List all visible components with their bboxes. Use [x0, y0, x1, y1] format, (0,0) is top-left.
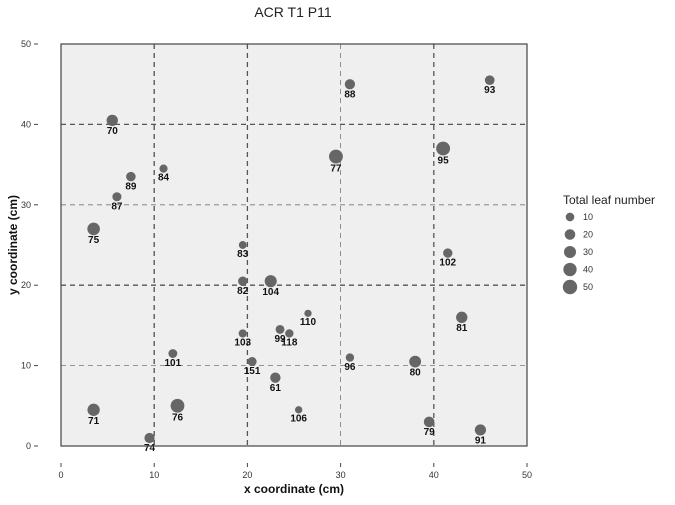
y-tick-label: 50 [21, 39, 31, 49]
data-point-83 [238, 241, 247, 249]
point-label-99: 99 [274, 334, 286, 345]
legend-label-20: 20 [583, 230, 593, 240]
data-point-87 [112, 192, 122, 202]
data-point-77 [329, 149, 343, 164]
data-point-99 [275, 324, 285, 334]
legend-key-10 [565, 212, 575, 222]
point-label-104: 104 [262, 287, 279, 298]
data-point-88 [344, 79, 356, 90]
point-label-103: 103 [234, 338, 251, 349]
data-point-89 [126, 171, 136, 182]
point-label-71: 71 [88, 416, 100, 427]
legend-key-50 [562, 279, 578, 295]
size-legend: Total leaf number 10 20 30 40 50 [562, 193, 655, 295]
legend-label-30: 30 [583, 247, 593, 257]
point-label-83: 83 [237, 249, 249, 260]
point-label-88: 88 [344, 89, 356, 100]
chart-title: ACR T1 P11 [254, 4, 332, 20]
data-point-110 [304, 309, 312, 317]
data-point-104 [264, 275, 277, 288]
data-point-81 [456, 311, 468, 324]
data-point-82 [238, 276, 248, 286]
data-point-75 [87, 222, 100, 236]
point-label-89: 89 [125, 181, 137, 192]
legend-label-10: 10 [583, 212, 593, 222]
data-points [87, 75, 495, 444]
y-tick-label: 30 [21, 200, 31, 210]
data-point-96 [345, 353, 355, 362]
plot-panel [61, 44, 527, 446]
data-point-71 [87, 403, 100, 416]
y-axis-title: y coordinate (cm) [6, 195, 20, 295]
y-tick-label: 10 [21, 361, 31, 371]
point-label-84: 84 [158, 173, 170, 184]
data-point-95 [436, 141, 451, 156]
data-point-70 [106, 114, 118, 127]
point-label-82: 82 [237, 286, 249, 297]
point-label-96: 96 [344, 362, 356, 373]
point-label-76: 76 [172, 413, 184, 424]
y-tick-label: 20 [21, 280, 31, 290]
x-tick-label: 50 [522, 470, 532, 480]
data-point-118 [285, 329, 294, 338]
point-label-110: 110 [300, 317, 317, 328]
x-tick-label: 10 [149, 470, 159, 480]
point-label-87: 87 [111, 201, 123, 212]
point-label-106: 106 [290, 413, 307, 424]
legend-title: Total leaf number [563, 193, 655, 207]
point-label-79: 79 [424, 427, 436, 438]
x-tick-label: 40 [429, 470, 439, 480]
y-tick-label: 40 [21, 119, 31, 129]
data-point-84 [159, 164, 168, 173]
data-point-102 [443, 248, 453, 258]
point-label-93: 93 [484, 85, 496, 96]
data-point-79 [423, 416, 435, 428]
legend-key-20 [564, 229, 576, 240]
grid-lines [61, 44, 527, 446]
legend-key-40 [563, 262, 577, 277]
data-point-103 [238, 329, 247, 338]
x-tick-label: 0 [58, 470, 63, 480]
point-label-118: 118 [281, 338, 298, 349]
x-tick-label: 30 [336, 470, 346, 480]
legend-key-30 [563, 245, 577, 259]
point-label-80: 80 [410, 367, 422, 378]
data-point-61 [270, 372, 281, 383]
data-point-93 [484, 75, 495, 86]
point-label-91: 91 [475, 436, 487, 447]
point-label-101: 101 [164, 358, 181, 369]
plot-border [60, 43, 528, 447]
data-point-76 [170, 398, 185, 413]
point-label-102: 102 [439, 258, 456, 269]
legend-label-50: 50 [583, 282, 593, 292]
data-point-80 [409, 355, 422, 368]
point-label-95: 95 [438, 155, 450, 166]
point-label-74: 74 [144, 443, 156, 454]
point-label-61: 61 [270, 383, 282, 394]
data-point-91 [474, 424, 487, 436]
point-label-81: 81 [456, 323, 468, 334]
axes: 0 10 20 30 40 50 0 10 20 30 40 50 [21, 39, 532, 480]
data-point-101 [168, 349, 178, 358]
data-point-106 [295, 406, 303, 414]
point-label-75: 75 [88, 235, 100, 246]
data-point-151 [247, 357, 257, 367]
point-label-151: 151 [244, 366, 261, 377]
x-axis-title: x coordinate (cm) [244, 482, 344, 496]
point-label-77: 77 [330, 163, 342, 174]
legend-label-40: 40 [583, 265, 593, 275]
data-point-74 [144, 432, 155, 444]
point-label-70: 70 [107, 126, 119, 137]
y-tick-label: 0 [26, 441, 31, 451]
legend-items: 10 20 30 40 50 [562, 212, 593, 295]
x-tick-label: 20 [242, 470, 252, 480]
